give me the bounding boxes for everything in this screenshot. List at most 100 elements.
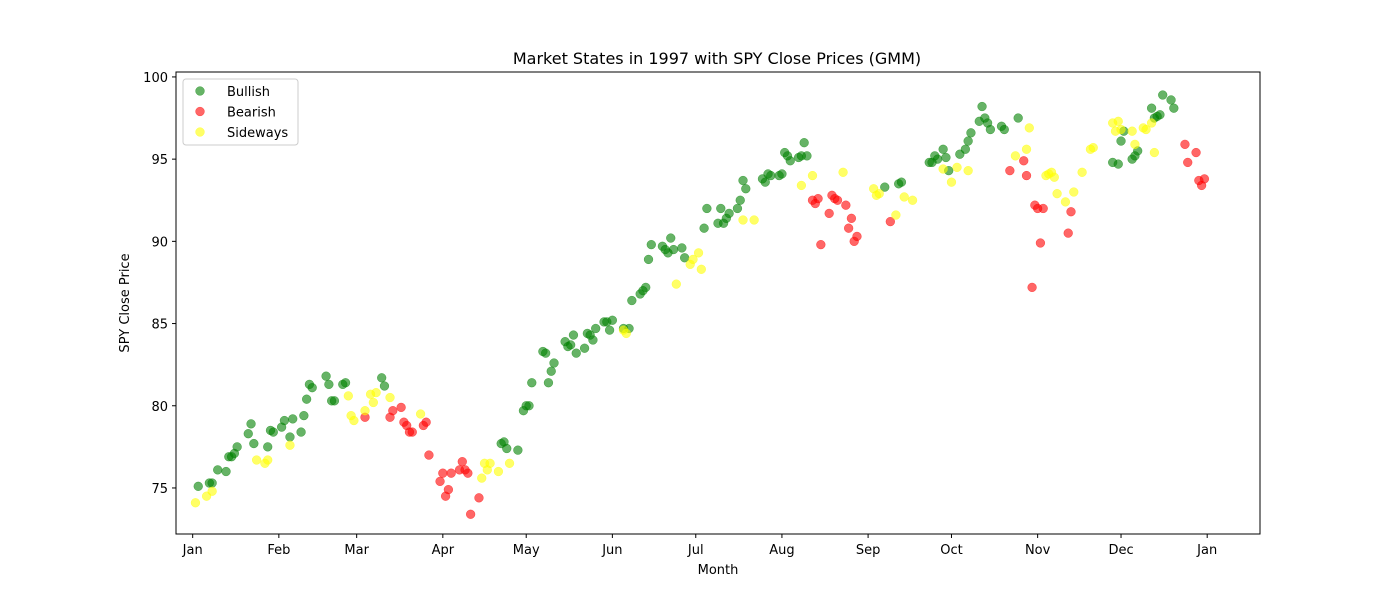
data-point-bullish [941, 152, 951, 163]
data-point-bullish [340, 378, 351, 388]
data-point-sideways [838, 167, 848, 177]
data-point-bullish [1113, 159, 1123, 169]
x-tick-label: Jan [182, 543, 203, 558]
data-point-bearish [816, 239, 826, 250]
data-point-sideways [693, 248, 704, 258]
data-point-bullish [1166, 95, 1176, 105]
data-point-bearish [443, 484, 454, 495]
data-point-sideways [899, 192, 909, 202]
data-point-bullish [643, 254, 654, 265]
data-point-sideways [1052, 189, 1062, 199]
data-point-sideways [1130, 139, 1140, 149]
legend-label-sideways: Sideways [227, 126, 288, 141]
data-point-sideways [671, 279, 681, 289]
data-point-bullish [377, 373, 387, 383]
x-tick-label: Feb [267, 543, 290, 558]
data-point-sideways [946, 177, 957, 187]
data-point-sideways [1024, 123, 1034, 133]
data-point-bearish [424, 450, 434, 460]
data-point-bullish [724, 208, 734, 219]
data-point-bullish [243, 429, 253, 439]
data-point-bullish [699, 223, 709, 233]
data-point-bullish [307, 383, 317, 393]
data-point-bullish [627, 295, 637, 306]
data-point-sideways [749, 215, 759, 225]
data-point-bullish [716, 203, 726, 214]
data-point-sideways [368, 397, 378, 408]
x-tick-label: Mar [344, 543, 369, 558]
data-point-bearish [1005, 165, 1015, 176]
x-tick-label: May [513, 543, 540, 558]
data-point-bullish [932, 154, 943, 164]
data-point-bearish [1063, 228, 1073, 238]
data-point-sideways [1146, 118, 1157, 128]
x-tick-label: Jun [601, 543, 622, 558]
data-point-bullish [896, 177, 907, 187]
data-point-sideways [1141, 124, 1151, 135]
data-point-sideways [360, 406, 370, 416]
x-axis-label: Month [698, 563, 739, 578]
data-point-bullish [543, 378, 554, 388]
data-point-sideways [349, 415, 359, 426]
data-point-bearish [446, 468, 456, 478]
data-point-bullish [1169, 103, 1179, 113]
data-point-bullish [702, 203, 712, 214]
y-tick-label: 100 [143, 71, 168, 86]
data-point-sideways [1049, 172, 1059, 182]
y-tick-label: 85 [151, 318, 168, 333]
data-point-bullish [666, 233, 676, 243]
series-sideways [190, 116, 1160, 508]
data-point-bullish [527, 378, 537, 388]
data-point-sideways [1077, 167, 1087, 177]
data-point-bullish [541, 348, 551, 358]
data-point-bullish [296, 427, 306, 437]
legend-label-bearish: Bearish [227, 106, 276, 121]
data-point-bullish [1158, 90, 1168, 100]
data-point-sideways [251, 455, 262, 465]
data-point-bearish [407, 427, 417, 437]
x-tick-label: Apr [432, 543, 455, 558]
data-point-bullish [246, 419, 256, 429]
y-axis-label: SPY Close Price [118, 253, 133, 352]
data-point-sideways [263, 455, 273, 465]
data-point-bullish [571, 348, 581, 358]
data-point-bearish [438, 468, 448, 478]
data-point-bullish [568, 330, 579, 340]
x-tick-label: Oct [940, 543, 962, 558]
chart-title: Market States in 1997 with SPY Close Pri… [513, 49, 921, 68]
data-point-bearish [843, 223, 854, 233]
legend-label-bullish: Bullish [227, 85, 270, 100]
data-point-bearish [1066, 207, 1076, 217]
data-point-sideways [1113, 116, 1123, 126]
data-point-bullish [735, 195, 745, 205]
data-point-bullish [329, 396, 340, 406]
data-point-bullish [546, 366, 556, 376]
data-point-bearish [824, 208, 834, 219]
data-point-sideways [938, 164, 948, 174]
data-point-bullish [263, 442, 273, 452]
data-point-sideways [1010, 151, 1021, 161]
data-point-bullish [288, 414, 298, 424]
data-point-bearish [1199, 174, 1210, 184]
data-point-sideways [874, 189, 884, 199]
data-point-bullish [738, 175, 748, 186]
data-point-bearish [463, 468, 473, 478]
data-point-sideways [796, 180, 807, 191]
data-point-sideways [952, 162, 962, 173]
data-point-bullish [249, 438, 259, 449]
data-point-bullish [566, 340, 576, 350]
data-point-bullish [285, 432, 295, 442]
data-point-bullish [549, 358, 559, 368]
data-point-bullish [880, 182, 890, 192]
x-tick-label: Dec [1108, 543, 1133, 558]
series-bullish [193, 90, 1179, 491]
data-point-bullish [213, 465, 223, 475]
data-point-bullish [301, 394, 312, 404]
data-point-sideways [1060, 197, 1071, 207]
data-point-bullish [607, 315, 618, 325]
data-point-bearish [1027, 282, 1037, 293]
data-point-sideways [415, 409, 426, 419]
y-tick-label: 75 [151, 482, 168, 497]
data-point-sideways [343, 391, 353, 401]
x-tick-label: Aug [769, 543, 794, 558]
